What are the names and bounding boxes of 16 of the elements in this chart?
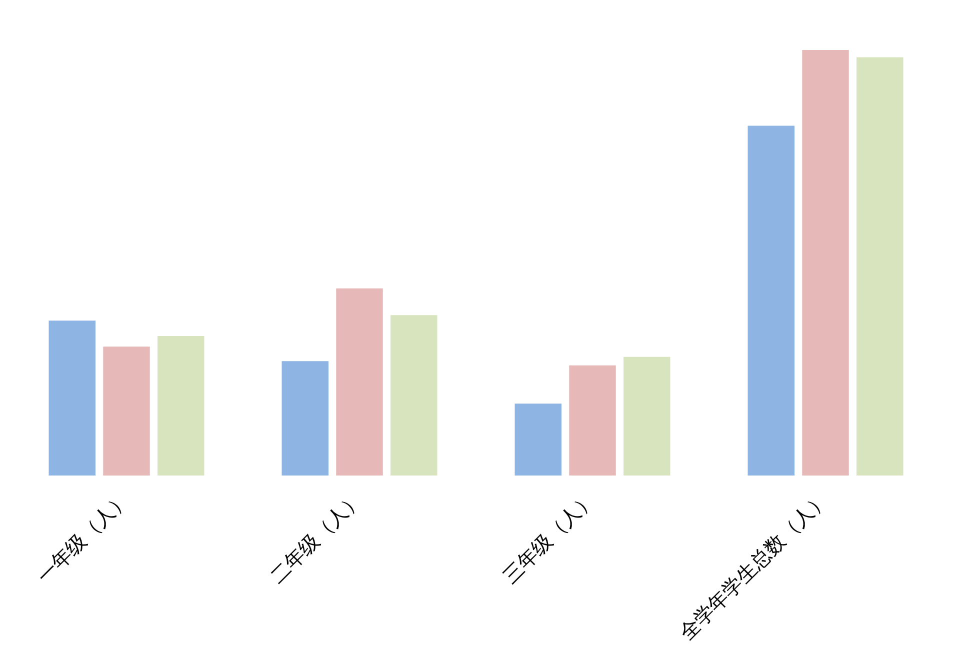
x-tick-label: 三年级（人） <box>498 486 600 588</box>
bar <box>390 315 438 476</box>
bar <box>103 346 150 476</box>
bar <box>748 126 795 476</box>
bar <box>623 356 670 476</box>
x-tick-label: 一年级（人） <box>32 486 134 588</box>
bar <box>48 320 96 476</box>
bar <box>856 57 904 476</box>
bar <box>157 336 204 476</box>
bar <box>514 404 562 476</box>
bar <box>569 365 616 476</box>
bar <box>802 50 849 476</box>
x-tick-label: 二年级（人） <box>264 486 367 588</box>
x-tick-label: 全学年学生总数（人） <box>674 486 833 645</box>
bar <box>282 361 329 476</box>
bar <box>336 288 383 476</box>
